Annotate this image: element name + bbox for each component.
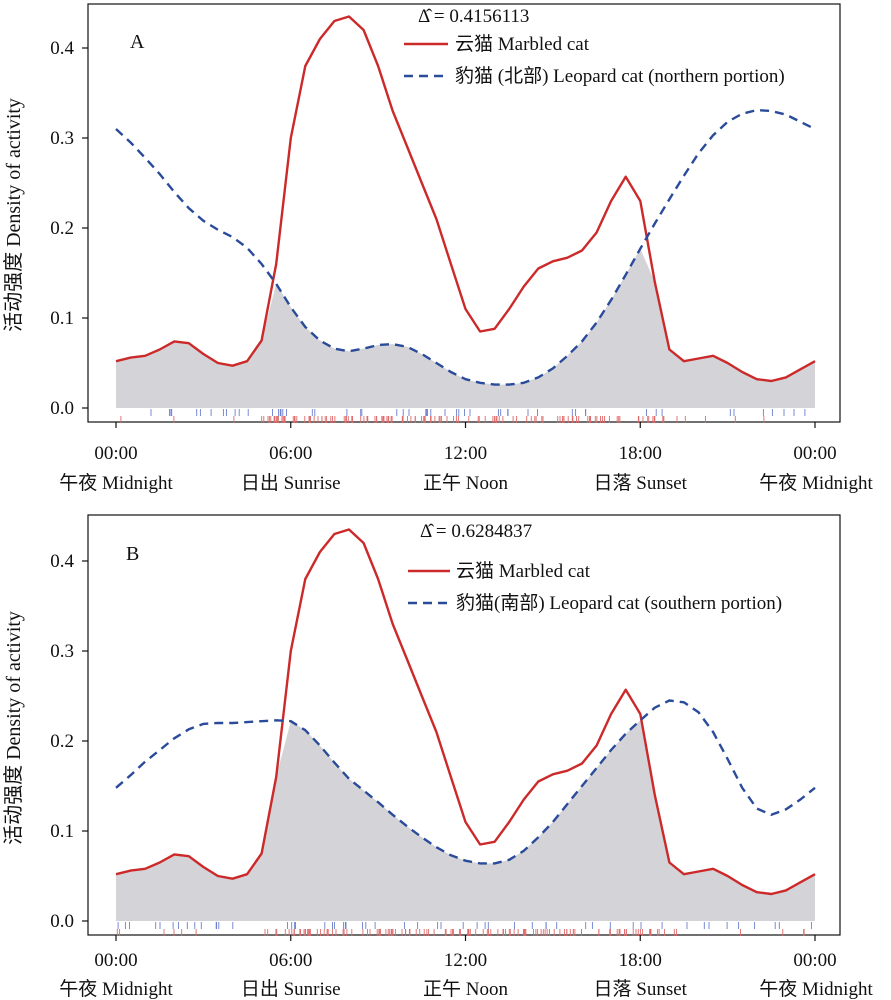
x-tick-period-label: 日出 Sunrise	[241, 472, 341, 494]
x-tick-time-label: 06:00	[269, 950, 312, 971]
x-tick-time-label: 00:00	[793, 950, 836, 971]
y-axis-label: 活动强度 Density of activity	[2, 611, 25, 845]
y-axis-label: 活动强度 Density of activity	[2, 98, 25, 332]
panel-label: B	[126, 543, 139, 565]
legend-label-leopard-cat: 豹猫 (北部) Leopard cat (northern portion)	[455, 65, 785, 87]
y-tick-label: 0.3	[50, 641, 74, 662]
y-tick-label: 0.4	[50, 551, 74, 572]
overlap-area	[116, 248, 815, 408]
x-tick-time-label: 00:00	[94, 443, 137, 464]
y-tick-label: 0.2	[50, 218, 74, 239]
y-tick-label: 0.3	[50, 128, 74, 149]
y-tick-label: 0.4	[50, 38, 74, 59]
plot-frame	[87, 3, 841, 423]
overlap-coefficient: Δ̂ = 0.6284837	[420, 521, 532, 542]
series-line-leopard-cat	[115, 108, 816, 386]
x-tick-period-label: 午夜 Midnight	[59, 472, 173, 494]
overlap-coefficient: Δ̂ = 0.4156113	[418, 6, 529, 27]
y-tick-label: 0.0	[50, 398, 74, 419]
x-tick-time-label: 06:00	[269, 443, 312, 464]
x-tick-period-label: 午夜 Midnight	[759, 978, 873, 1000]
panel-label: A	[130, 31, 145, 53]
y-tick-label: 0.1	[50, 308, 74, 329]
plot-frame	[87, 514, 841, 936]
x-tick-period-label: 日出 Sunrise	[241, 978, 341, 1000]
x-tick-period-label: 正午 Noon	[423, 978, 508, 1000]
x-tick-time-label: 00:00	[94, 950, 137, 971]
x-tick-time-label: 18:00	[619, 950, 662, 971]
chart-panel-a: 0.0 0.1 0.2 0.3 0.4 00:00 午夜 Midnight 06:00 日出 S…	[2, 3, 873, 494]
legend-label-marbled-cat: 云猫 Marbled cat	[456, 560, 591, 582]
x-tick-time-label: 12:00	[444, 950, 487, 971]
series-line-marbled-cat	[115, 528, 816, 896]
legend-label-leopard-cat: 豹猫(南部) Leopard cat (southern portion)	[456, 592, 782, 614]
overlap-area	[116, 720, 815, 921]
y-tick-label: 0.2	[50, 731, 74, 752]
series-line-leopard-cat	[115, 699, 816, 865]
x-tick-time-label: 00:00	[793, 443, 836, 464]
x-tick-period-label: 午夜 Midnight	[59, 978, 173, 1000]
x-tick-time-label: 12:00	[444, 443, 487, 464]
legend-label-marbled-cat: 云猫 Marbled cat	[455, 33, 590, 55]
x-tick-period-label: 午夜 Midnight	[759, 472, 873, 494]
series-line-marbled-cat	[115, 15, 816, 383]
chart-panel-b: 0.0 0.1 0.2 0.3 0.4 00:00 午夜 Midnight 06:00 日出 S…	[2, 514, 873, 1000]
x-tick-time-label: 18:00	[619, 443, 662, 464]
x-tick-period-label: 日落 Sunset	[594, 472, 688, 494]
x-tick-period-label: 正午 Noon	[423, 472, 508, 494]
x-tick-period-label: 日落 Sunset	[594, 978, 688, 1000]
y-tick-label: 0.1	[50, 821, 74, 842]
y-tick-label: 0.0	[50, 911, 74, 932]
